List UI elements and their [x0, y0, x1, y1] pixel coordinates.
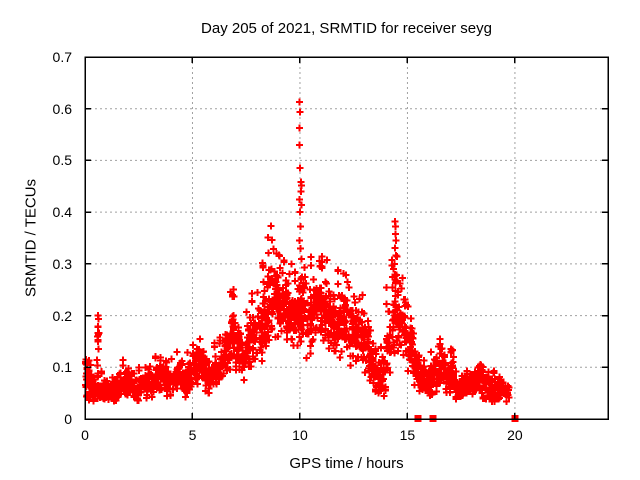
axes [84, 56, 609, 420]
y-axis-label: SRMTID / TECUs [22, 178, 40, 298]
chart-title: Day 205 of 2021, SRMTID for receiver sey… [201, 20, 492, 37]
y-tick-label: 0.4 [52, 204, 72, 221]
y-tick-label: 0.3 [52, 255, 72, 272]
y-tick-label: 0 [64, 411, 72, 427]
x-tick-label: 0 [81, 427, 89, 443]
y-tick-label: 0.5 [52, 152, 72, 169]
x-tick-label: 20 [507, 427, 523, 443]
x-tick-label: 5 [188, 427, 197, 443]
plot-frame [84, 56, 609, 420]
scatter-points [81, 98, 513, 406]
x-tick-label: 10 [292, 427, 308, 443]
y-tick-label: 0.7 [52, 49, 72, 65]
y-tick-label: 0.2 [52, 307, 72, 324]
y-tick-label: 0.1 [52, 359, 72, 376]
y-tick-label: 0.6 [52, 100, 72, 117]
x-axis-label: GPS time / hours [289, 455, 404, 472]
gridlines [85, 57, 608, 419]
x-tick-label: 15 [399, 427, 416, 443]
